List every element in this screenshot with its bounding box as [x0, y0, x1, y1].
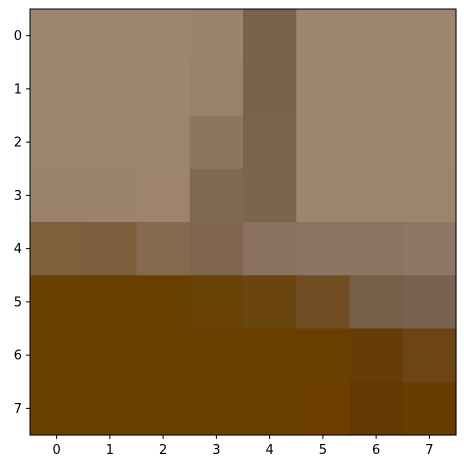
heatmap-cell-r4-c0	[30, 222, 84, 276]
heatmap-cell-r2-c4	[243, 115, 297, 170]
heatmap-cell-r6-c5	[296, 328, 351, 383]
y-tick-label: 3	[14, 189, 22, 204]
heatmap-cell-r0-c6	[349, 9, 404, 63]
heatmap-cell-r5-c5	[296, 275, 351, 330]
y-tick-label: 4	[14, 242, 22, 257]
heatmap-cell-r4-c7	[402, 222, 457, 276]
heatmap-cell-r6-c6	[349, 328, 404, 383]
heatmap-cell-r0-c5	[296, 9, 351, 63]
heatmap-cell-r7-c7	[402, 381, 457, 436]
y-tick-label: 6	[14, 349, 22, 364]
y-tick-label: 5	[14, 295, 22, 310]
heatmap-cell-r3-c1	[83, 168, 138, 223]
heatmap-cell-r0-c3	[189, 9, 244, 63]
heatmap-cell-r3-c4	[243, 168, 297, 223]
y-tick-label: 1	[14, 82, 22, 97]
heatmap-cell-r4-c5	[296, 222, 351, 276]
heatmap-cell-r4-c6	[349, 222, 404, 276]
heatmap-cell-r1-c1	[83, 62, 138, 117]
heatmap-cell-r7-c2	[136, 381, 191, 436]
heatmap-cell-r7-c6	[349, 381, 404, 436]
heatmap-cell-r2-c3	[189, 115, 244, 170]
heatmap-cell-r7-c5	[296, 381, 351, 436]
heatmap-cell-r5-c0	[30, 275, 84, 330]
heatmap-cell-r6-c2	[136, 328, 191, 383]
heatmap-cell-r3-c0	[30, 168, 84, 223]
heatmap-cell-r7-c0	[30, 381, 84, 436]
x-tick-label: 1	[106, 443, 114, 458]
heatmap-cell-r5-c3	[189, 275, 244, 330]
x-tick-label: 3	[212, 443, 220, 458]
heatmap-cell-r0-c1	[83, 9, 138, 63]
heatmap-cell-r0-c7	[402, 9, 457, 63]
heatmap-cell-r6-c3	[189, 328, 244, 383]
heatmap-cell-r0-c2	[136, 9, 191, 63]
heatmap-cell-r6-c0	[30, 328, 84, 383]
heatmap-cell-r5-c6	[349, 275, 404, 330]
heatmap-cell-r5-c1	[83, 275, 138, 330]
heatmap-cell-r3-c3	[189, 168, 244, 223]
heatmap-cell-r3-c7	[402, 168, 457, 223]
heatmap-cell-r6-c7	[402, 328, 457, 383]
heatmap-cell-r0-c0	[30, 9, 84, 63]
heatmap-cell-r5-c2	[136, 275, 191, 330]
heatmap-cell-r1-c2	[136, 62, 191, 117]
heatmap-cell-r2-c5	[296, 115, 351, 170]
heatmap-cell-r7-c3	[189, 381, 244, 436]
heatmap-cell-r2-c2	[136, 115, 191, 170]
x-tick-label: 7	[425, 443, 433, 458]
heatmap-cell-r6-c4	[243, 328, 297, 383]
x-tick-label: 0	[52, 443, 60, 458]
heatmap-cell-r2-c7	[402, 115, 457, 170]
heatmap-cell-r1-c5	[296, 62, 351, 117]
heatmap-cell-r0-c4	[243, 9, 297, 63]
x-axis: 0 1 2 3 4 5 6 7	[52, 435, 434, 458]
heatmap-cell-r1-c7	[402, 62, 457, 117]
heatmap-cell-r6-c1	[83, 328, 138, 383]
heatmap-cell-r4-c4	[243, 222, 297, 276]
heatmap-cell-r5-c4	[243, 275, 297, 330]
y-tick-label: 7	[14, 402, 22, 417]
heatmap-cell-r1-c0	[30, 62, 84, 117]
heatmap-cell-r1-c6	[349, 62, 404, 117]
heatmap-cell-r4-c3	[189, 222, 244, 276]
heatmap-cell-r2-c6	[349, 115, 404, 170]
heatmap-cell-r7-c4	[243, 381, 297, 436]
x-tick-label: 6	[372, 443, 380, 458]
heatmap-cell-r4-c1	[83, 222, 138, 276]
y-axis: 0 1 2 3 4 5 6 7	[14, 29, 30, 417]
heatmap-cell-r5-c7	[402, 275, 457, 330]
heatmap-cell-r1-c4	[243, 62, 297, 117]
x-tick-label: 2	[159, 443, 167, 458]
x-tick-label: 5	[319, 443, 327, 458]
heatmap-cell-r2-c0	[30, 115, 84, 170]
heatmap-cell-r4-c2	[136, 222, 191, 276]
x-tick-label: 4	[265, 443, 273, 458]
y-tick-label: 0	[14, 29, 22, 44]
heatmap-cells	[30, 9, 457, 436]
heatmap-cell-r3-c5	[296, 168, 351, 223]
heatmap-cell-r1-c3	[189, 62, 244, 117]
plot-frame	[29, 8, 457, 436]
heatmap-cell-r2-c1	[83, 115, 138, 170]
heatmap-cell-r3-c2	[136, 168, 191, 223]
y-tick-label: 2	[14, 136, 22, 151]
heatmap-cell-r3-c6	[349, 168, 404, 223]
heatmap-cell-r7-c1	[83, 381, 138, 436]
